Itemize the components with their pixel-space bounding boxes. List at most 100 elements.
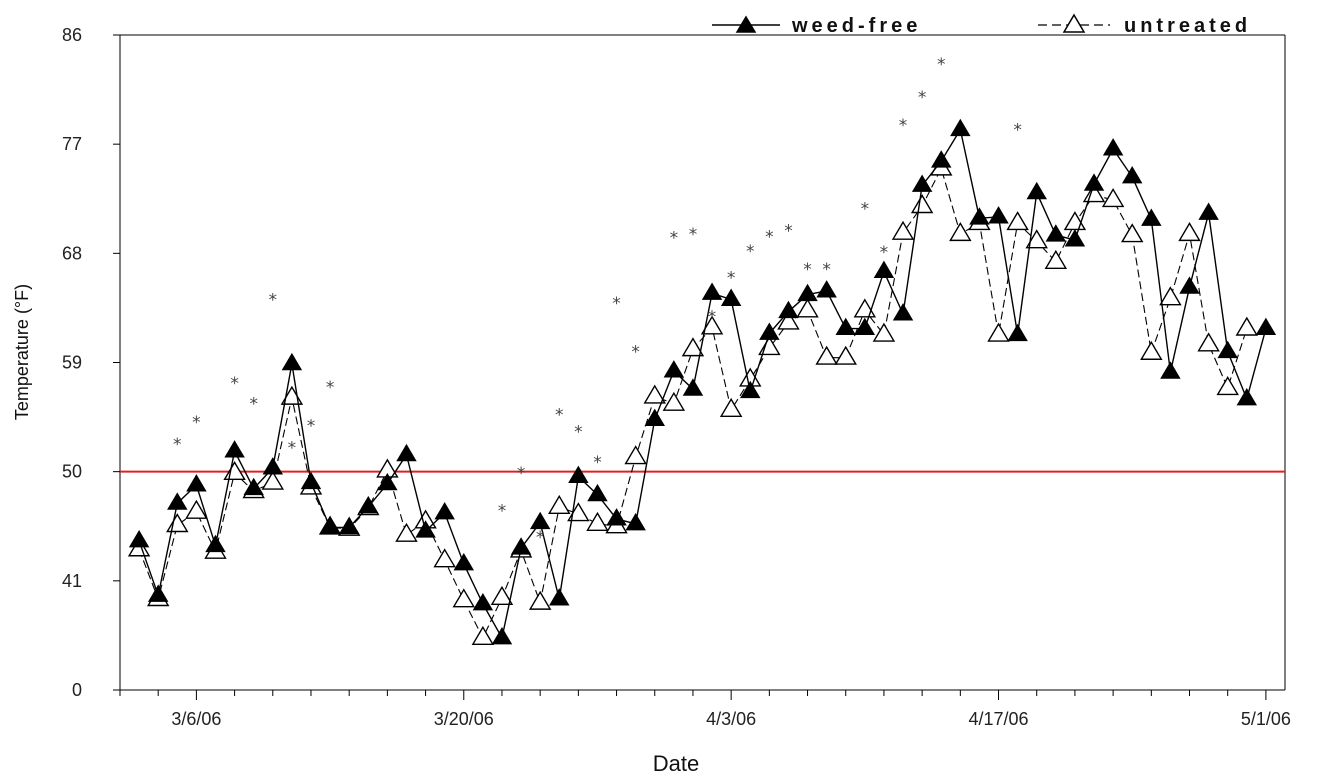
star-point: * <box>631 343 640 363</box>
weed-free-point <box>224 440 245 458</box>
star-point: * <box>937 55 946 75</box>
star-point: * <box>307 417 316 437</box>
star-point: * <box>173 435 182 455</box>
star-point: * <box>536 528 545 548</box>
weed-free-point <box>472 593 494 611</box>
weed-free-point <box>797 283 818 302</box>
untreated-point <box>796 298 819 318</box>
untreated-point <box>1101 188 1125 208</box>
star-point: * <box>708 307 717 327</box>
star-point: * <box>670 229 679 249</box>
weed-free-point <box>1255 317 1277 336</box>
star-point: * <box>861 199 870 219</box>
weed-free-point <box>931 150 952 168</box>
weed-free-point <box>243 477 264 496</box>
untreated-point <box>1140 340 1163 360</box>
untreated-point <box>1044 249 1068 269</box>
weed-free-point <box>720 288 742 306</box>
legend: weed-free untreated <box>712 13 1247 37</box>
weed-free-point <box>911 174 933 192</box>
series-untreated <box>127 156 1259 646</box>
star-point: * <box>822 260 831 280</box>
weed-free-point <box>1007 323 1028 342</box>
untreated-point <box>891 220 915 240</box>
weed-free-point <box>453 552 474 571</box>
weed-free-point <box>778 300 799 319</box>
legend-weed-free-marker <box>735 15 757 33</box>
untreated-point <box>1197 332 1220 352</box>
weed-free-point <box>358 495 379 514</box>
untreated-point <box>548 494 571 515</box>
star-point: * <box>192 413 201 433</box>
untreated-point <box>700 315 724 335</box>
star-point: * <box>1013 121 1022 141</box>
weed-free-point <box>491 626 513 645</box>
weed-free-point <box>167 492 188 510</box>
series-weed-free <box>128 118 1277 645</box>
x-axis-ticks: 3/6/06 3/20/06 4/3/06 4/17/06 5/1/06 <box>119 690 1291 729</box>
untreated-point <box>166 513 189 533</box>
weed-free-point <box>701 282 723 300</box>
weed-free-point <box>854 317 876 336</box>
x-tick-label: 3/6/06 <box>171 709 221 729</box>
weed-free-point <box>1217 340 1238 359</box>
weed-free-point <box>1064 229 1086 247</box>
untreated-point <box>643 384 666 404</box>
untreated-point <box>719 397 743 417</box>
weed-free-point <box>759 322 780 340</box>
weed-free-point <box>740 380 761 399</box>
star-point: * <box>689 225 698 245</box>
star-point: * <box>269 290 278 310</box>
weed-free-point <box>128 529 150 548</box>
weed-free-point <box>969 207 990 225</box>
star-point: * <box>249 395 258 415</box>
series-stars: * * * * * * * * * * * * * * * * * * * * * * * * * * * * * * * <box>173 55 1022 548</box>
untreated-point <box>624 445 647 465</box>
untreated-point <box>910 194 934 214</box>
untreated-point <box>872 322 896 342</box>
y-tick-label: 77 <box>62 134 82 154</box>
y-tick-label: 50 <box>62 462 82 482</box>
star-point: * <box>880 243 889 263</box>
untreated-point <box>681 337 705 357</box>
untreated-point <box>758 336 781 356</box>
star-point: * <box>326 378 335 398</box>
weed-free-point <box>262 457 284 475</box>
untreated-point <box>987 322 1010 342</box>
weed-free-line <box>138 127 1267 640</box>
weed-free-point <box>377 472 398 491</box>
y-tick-label: 59 <box>62 353 82 373</box>
star-point: * <box>746 242 755 262</box>
star-point: * <box>230 374 239 394</box>
star-point: * <box>555 406 564 426</box>
legend-weed-free-label: weed-free <box>791 15 921 37</box>
weed-free-point <box>1026 181 1047 200</box>
weed-free-point <box>1141 208 1162 226</box>
y-tick-label: 41 <box>62 571 82 591</box>
weed-free-point <box>529 511 551 530</box>
untreated-point <box>777 310 800 330</box>
star-point: * <box>727 269 736 289</box>
weed-free-point <box>1179 276 1200 294</box>
weed-free-point <box>625 512 646 531</box>
untreated-point <box>834 345 857 365</box>
untreated-point <box>1159 286 1182 306</box>
weed-free-point <box>1045 224 1067 242</box>
x-tick-label: 5/1/06 <box>1241 709 1291 729</box>
weed-free-point <box>568 465 589 484</box>
x-axis-label: Date <box>653 751 699 776</box>
untreated-point <box>261 470 285 490</box>
untreated-point <box>1216 376 1239 396</box>
y-tick-label: 86 <box>62 25 82 45</box>
untreated-point <box>1006 211 1029 231</box>
untreated-point <box>1178 222 1201 242</box>
x-tick-label: 4/17/06 <box>968 709 1028 729</box>
star-point: * <box>918 88 927 108</box>
weed-free-point <box>319 516 341 534</box>
untreated-point <box>1025 229 1048 249</box>
untreated-point <box>395 522 418 542</box>
untreated-point <box>586 511 609 531</box>
weed-free-point <box>682 378 704 396</box>
untreated-point <box>949 222 972 242</box>
